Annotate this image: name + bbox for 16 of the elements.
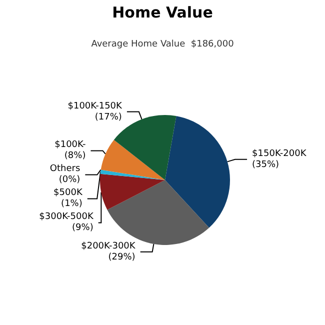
slice-label: $100K-150K xyxy=(68,101,124,112)
data-label: (35%) xyxy=(252,160,280,170)
legend-label: Others xyxy=(50,164,80,174)
data-label: (29%) xyxy=(108,252,136,262)
slice-label: $200K-300K xyxy=(81,241,136,252)
slice-label: $150K-200K xyxy=(252,148,308,159)
chart-subtitle: Average Home Value $186,000 xyxy=(91,40,234,50)
slice-label: $300K-500K xyxy=(39,212,94,222)
chart-title: Home Value xyxy=(112,4,213,22)
data-label: (17%) xyxy=(94,112,122,122)
data-label: (8%) xyxy=(64,151,86,162)
data-label: (9%) xyxy=(72,223,94,234)
text: (0%) xyxy=(58,175,80,186)
data-label: (1%) xyxy=(61,199,82,210)
slice-label: $100K- xyxy=(54,140,86,150)
slice-label: $500K xyxy=(54,188,84,198)
